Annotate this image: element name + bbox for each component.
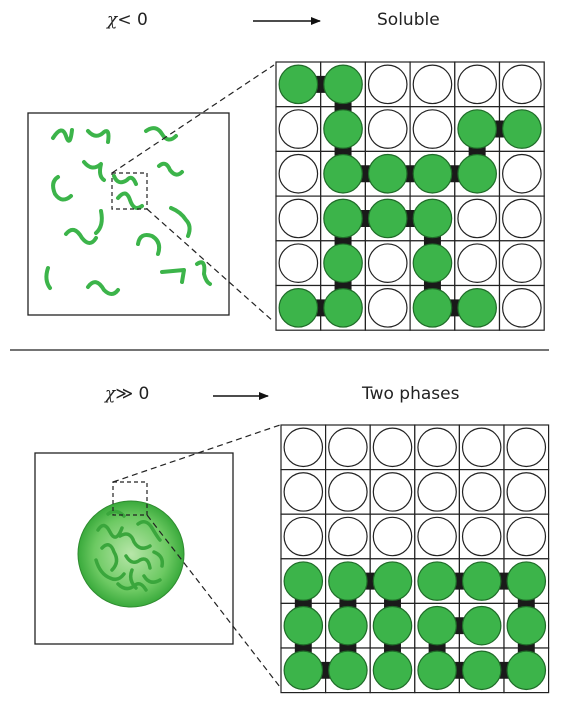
top-chi-symbol: χ	[107, 10, 118, 30]
top-lattice-polymer-segment	[457, 288, 497, 328]
top-lattice-solvent-site	[502, 153, 542, 194]
top-lattice-polymer-segment	[367, 153, 408, 194]
bottom-chi-symbol: χ	[105, 384, 116, 404]
bottom-lattice-polymer-segment	[461, 561, 502, 601]
bottom-lattice-solvent-site	[506, 516, 547, 557]
bottom-lattice-solvent-site	[328, 427, 368, 468]
top-lattice-solvent-site	[278, 153, 319, 194]
top-zoom-guide-upper	[111, 64, 275, 174]
top-lattice-polymer-segment	[323, 109, 363, 149]
bottom-lattice-solvent-site	[417, 516, 457, 557]
bottom-lattice-solvent-site	[328, 472, 368, 512]
top-lattice-polymer-segment	[323, 243, 363, 283]
bottom-lattice-polymer-segment	[283, 561, 324, 601]
top-lattice-polymer-segment	[278, 64, 319, 105]
bottom-lattice-polymer-segment	[283, 650, 324, 691]
bottom-zoom-guide-lower	[146, 514, 281, 688]
dispersed-polymer-chains	[44, 126, 212, 296]
bottom-lattice-solvent-site	[506, 472, 547, 512]
top-lattice-solvent-site	[278, 198, 319, 239]
bottom-lattice-solvent-site	[283, 427, 324, 468]
bottom-lattice-polymer-segment	[283, 605, 324, 646]
bottom-lattice	[280, 424, 550, 694]
top-lattice-solvent-site	[412, 64, 453, 105]
bottom-lattice-polymer-segment	[506, 561, 547, 601]
bottom-lattice-solvent-site	[328, 516, 368, 557]
bottom-lattice-solvent-site	[461, 472, 502, 512]
bottom-lattice-solvent-site	[417, 472, 457, 512]
bottom-lattice-solvent-site	[372, 516, 413, 557]
top-lattice-polymer-segment	[367, 198, 408, 239]
top-lattice	[275, 61, 545, 331]
top-lattice-polymer-segment	[457, 109, 497, 149]
bottom-lattice-solvent-site	[461, 427, 502, 468]
top-lattice-polymer-segment	[412, 243, 453, 283]
top-lattice-solvent-site	[457, 243, 497, 283]
bottom-result-label: Two phases	[362, 384, 460, 404]
top-chi-relation: < 0	[117, 10, 148, 30]
bottom-lattice-solvent-site	[417, 427, 457, 468]
bottom-lattice-polymer-segment	[506, 605, 547, 646]
top-lattice-solvent-site	[502, 243, 542, 283]
bottom-lattice-solvent-site	[372, 472, 413, 512]
top-lattice-polymer-segment	[457, 153, 497, 194]
bottom-lattice-polymer-segment	[506, 650, 547, 691]
top-lattice-polymer-segment	[323, 198, 363, 239]
bottom-lattice-polymer-segment	[372, 561, 413, 601]
top-lattice-polymer-segment	[412, 198, 453, 239]
top-result-label: Soluble	[377, 10, 440, 30]
bottom-lattice-solvent-site	[506, 427, 547, 468]
top-lattice-solvent-site	[367, 64, 408, 105]
top-lattice-solvent-site	[412, 109, 453, 149]
top-lattice-polymer-segment	[502, 109, 542, 149]
bottom-lattice-polymer-segment	[328, 561, 368, 601]
bottom-lattice-polymer-segment	[461, 650, 502, 691]
top-lattice-polymer-segment	[323, 153, 363, 194]
top-lattice-polymer-segment	[323, 288, 363, 328]
top-lattice-solvent-site	[367, 288, 408, 328]
bottom-lattice-polymer-segment	[372, 650, 413, 691]
top-lattice-solvent-site	[502, 198, 542, 239]
condensed-polymer-chains	[94, 509, 165, 592]
bottom-lattice-solvent-site	[283, 472, 324, 512]
bottom-zoom-region	[112, 481, 148, 516]
bottom-lattice-polymer-segment	[461, 605, 502, 646]
top-lattice-polymer-segment	[412, 153, 453, 194]
top-lattice-solvent-site	[457, 64, 497, 105]
polymer-rich-droplet	[77, 500, 185, 608]
bottom-chi-condition: χ≫ 0	[105, 384, 149, 404]
top-chi-condition: χ< 0	[107, 10, 148, 30]
bottom-lattice-polymer-segment	[328, 650, 368, 691]
bottom-lattice-solvent-site	[372, 427, 413, 468]
bottom-lattice-polymer-segment	[417, 605, 457, 646]
top-lattice-solvent-site	[367, 109, 408, 149]
bottom-lattice-solvent-site	[283, 516, 324, 557]
top-lattice-solvent-site	[278, 243, 319, 283]
bottom-lattice-polymer-segment	[328, 605, 368, 646]
top-lattice-solvent-site	[457, 198, 497, 239]
top-lattice-polymer-segment	[412, 288, 453, 328]
bottom-chi-relation: ≫ 0	[115, 384, 150, 404]
bottom-lattice-solvent-site	[461, 516, 502, 557]
top-solution-box	[27, 112, 230, 316]
top-lattice-solvent-site	[502, 288, 542, 328]
top-zoom-region	[111, 172, 148, 210]
top-zoom-guide-lower	[146, 208, 275, 323]
bottom-lattice-polymer-segment	[372, 605, 413, 646]
top-lattice-solvent-site	[502, 64, 542, 105]
bottom-lattice-polymer-segment	[417, 561, 457, 601]
top-lattice-polymer-segment	[278, 288, 319, 328]
top-lattice-solvent-site	[367, 243, 408, 283]
top-lattice-solvent-site	[278, 109, 319, 149]
bottom-lattice-polymer-segment	[417, 650, 457, 691]
top-lattice-polymer-segment	[323, 64, 363, 105]
